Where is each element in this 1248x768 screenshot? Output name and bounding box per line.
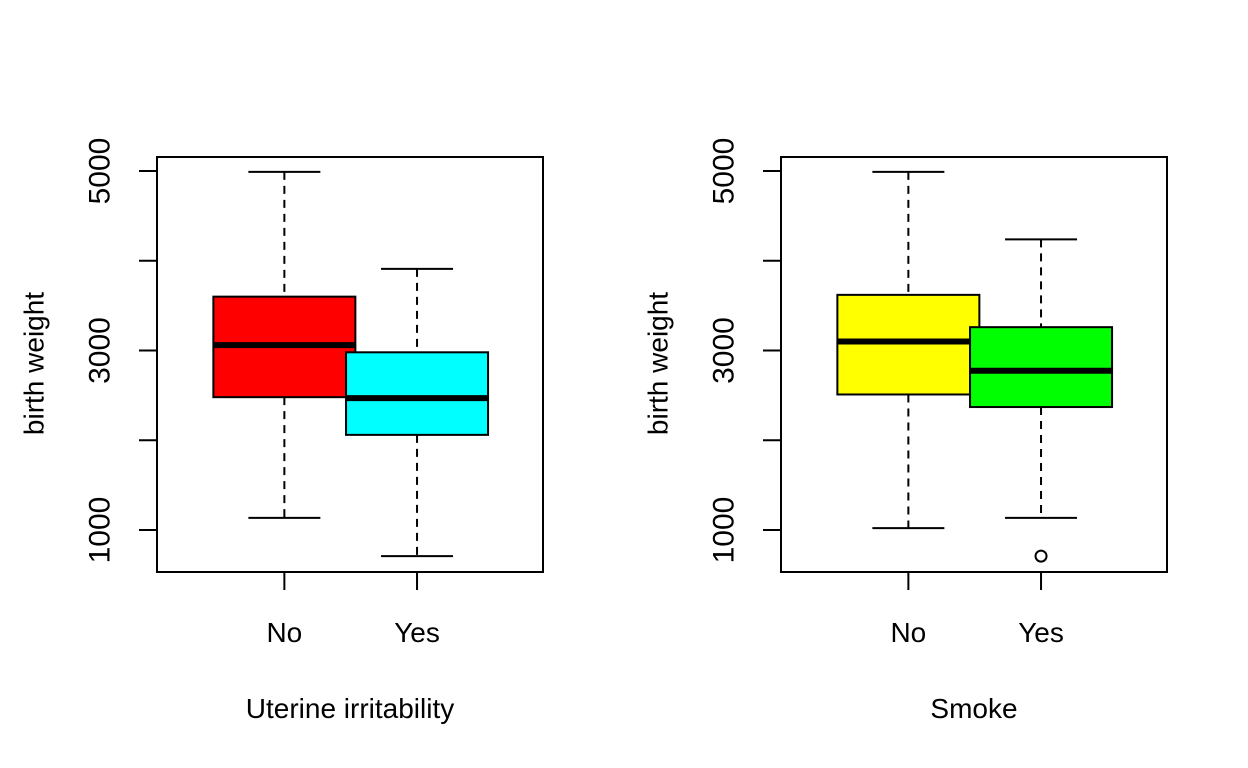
y-tick-label: 3000: [708, 317, 741, 384]
x-tick-label: No: [890, 617, 926, 648]
y-tick-label: 5000: [84, 138, 117, 205]
outlier-point: [1034, 549, 1048, 563]
boxplot-uterine-irritability: 1000 3000 5000 birth weight No Yes Uterine irr…: [19, 138, 544, 724]
box-no: [836, 293, 981, 396]
y-axis-label: birth weight: [643, 292, 674, 435]
x-tick-label: Yes: [394, 617, 440, 648]
y-axis-label: birth weight: [19, 292, 50, 435]
box-yes: [345, 351, 490, 436]
x-tick-label: Yes: [1018, 617, 1064, 648]
x-axis-label: Uterine irritability: [246, 693, 455, 724]
plot-frame: [156, 156, 544, 573]
x-tick-label: No: [266, 617, 302, 648]
y-tick-label: 3000: [84, 317, 117, 384]
plot-frame: [780, 156, 1168, 573]
x-axis-label: Smoke: [930, 693, 1017, 724]
y-tick-label: 1000: [708, 497, 741, 564]
box-yes: [969, 326, 1114, 409]
y-tick-label: 1000: [84, 497, 117, 564]
y-tick-label: 5000: [708, 138, 741, 205]
boxplot-smoke: 1000 3000 5000 birth weight No Yes Smoke: [643, 138, 1168, 724]
